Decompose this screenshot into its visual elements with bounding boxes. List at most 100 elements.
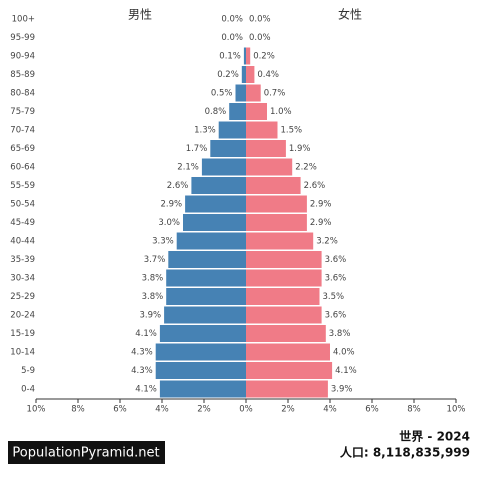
value-label: 0.0%	[249, 33, 271, 43]
bar	[168, 251, 246, 268]
bar	[246, 84, 261, 102]
value-label: 4.3%	[131, 366, 153, 376]
value-label: 2.9%	[160, 200, 182, 210]
value-label: 3.9%	[139, 311, 161, 321]
bar	[155, 343, 246, 361]
value-label: 0.0%	[221, 33, 243, 43]
x-tick-label: 8%	[71, 405, 85, 415]
value-label: 3.8%	[142, 274, 164, 284]
bar	[218, 121, 246, 139]
value-label: 0.7%	[264, 89, 286, 99]
bar	[166, 269, 246, 287]
legend-label: 男性	[128, 8, 152, 22]
bar	[246, 47, 251, 65]
x-tick-label: 2%	[197, 405, 211, 415]
value-label: 0.0%	[221, 15, 243, 25]
age-label: 55-59	[10, 181, 35, 191]
x-tick-label: 6%	[113, 405, 127, 415]
bar	[235, 84, 246, 102]
age-label: 50-54	[10, 200, 35, 210]
bar	[246, 380, 328, 398]
age-label: 10-14	[10, 348, 35, 358]
value-label: 3.6%	[325, 255, 347, 265]
age-label: 25-29	[10, 292, 35, 302]
value-label: 0.0%	[249, 15, 271, 25]
bar	[243, 47, 246, 65]
bar	[201, 158, 246, 176]
age-label: 60-64	[10, 163, 35, 173]
bar	[246, 343, 330, 361]
bar	[246, 158, 293, 176]
bar	[159, 325, 246, 342]
age-label: 90-94	[10, 52, 35, 62]
value-label: 4.1%	[335, 366, 357, 376]
x-tick-label: 4%	[155, 405, 169, 415]
value-label: 3.8%	[329, 329, 351, 339]
source-box	[8, 441, 165, 464]
bar	[164, 306, 246, 324]
age-label: 75-79	[10, 107, 35, 117]
bar	[246, 269, 322, 287]
bar	[246, 232, 314, 250]
population: 人口: 8,118,835,999	[340, 445, 470, 460]
bar	[246, 66, 255, 83]
bar	[246, 214, 307, 231]
bar	[246, 306, 322, 324]
age-label: 80-84	[10, 89, 35, 99]
bar	[246, 140, 286, 157]
age-label: 100+	[12, 15, 35, 25]
value-label: 2.9%	[310, 200, 332, 210]
title: 世界 - 2024	[399, 429, 470, 444]
bar	[185, 195, 246, 213]
bar	[159, 380, 246, 398]
bar	[246, 362, 333, 379]
age-label: 20-24	[10, 311, 35, 321]
age-label: 0-4	[21, 385, 35, 395]
value-label: 4.3%	[131, 348, 153, 358]
value-label: 1.7%	[186, 144, 208, 154]
age-label: 70-74	[10, 126, 35, 136]
value-label: 1.9%	[289, 144, 311, 154]
bar	[241, 66, 246, 83]
value-label: 2.2%	[295, 163, 317, 173]
value-label: 4.0%	[333, 348, 355, 358]
value-label: 3.5%	[323, 292, 345, 302]
value-label: 3.9%	[331, 385, 353, 395]
value-label: 1.0%	[270, 107, 292, 117]
bar	[246, 325, 326, 342]
value-label: 2.6%	[167, 181, 189, 191]
value-label: 0.4%	[257, 70, 279, 80]
age-label: 45-49	[10, 218, 35, 228]
age-label: 85-89	[10, 70, 35, 80]
x-tick-label: 2%	[281, 405, 295, 415]
value-label: 1.3%	[194, 126, 216, 136]
bar	[246, 177, 301, 194]
value-label: 1.5%	[281, 126, 303, 136]
bar	[246, 121, 278, 139]
bar	[246, 103, 267, 120]
age-label: 30-34	[10, 274, 35, 284]
x-tick-label: 4%	[323, 405, 337, 415]
bar	[210, 140, 246, 157]
value-label: 3.7%	[144, 255, 166, 265]
age-label: 65-69	[10, 144, 35, 154]
value-label: 3.8%	[142, 292, 164, 302]
x-tick-label: 6%	[365, 405, 379, 415]
age-label: 95-99	[10, 33, 35, 43]
value-label: 3.6%	[325, 274, 347, 284]
x-tick-label: 8%	[407, 405, 421, 415]
bar	[191, 177, 246, 194]
value-label: 2.9%	[310, 218, 332, 228]
legend-label: 女性	[338, 7, 362, 22]
source: PopulationPyramid.net	[12, 446, 159, 461]
bar	[246, 288, 320, 305]
age-label: 15-19	[10, 329, 35, 339]
bar	[246, 195, 307, 213]
bar	[155, 362, 246, 379]
value-label: 2.6%	[304, 181, 326, 191]
x-tick-label: 10%	[27, 405, 46, 415]
value-label: 3.6%	[325, 311, 347, 321]
bar	[183, 214, 246, 231]
value-label: 3.2%	[316, 237, 338, 247]
